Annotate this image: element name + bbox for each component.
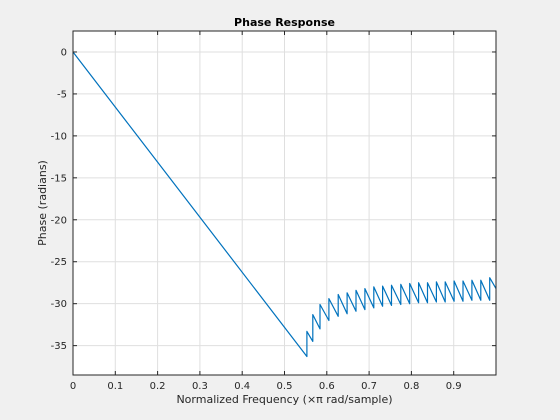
y-tick-label: -15 [51, 173, 67, 184]
y-tick-label: -20 [51, 215, 67, 226]
x-tick-label: 0.2 [150, 381, 166, 392]
x-tick-labels: 0 0.1 0.2 0.3 0.4 0.5 0.6 0.7 0.8 0.9 [70, 381, 462, 392]
y-tick-label: -25 [51, 257, 67, 268]
y-tick-label: -30 [51, 299, 67, 310]
y-tick-labels: 0 -5 -10 -15 -20 -25 -30 -35 [51, 47, 67, 352]
x-tick-label: 0.4 [234, 381, 250, 392]
y-tick-label: -35 [51, 341, 67, 352]
x-axis-label: Normalized Frequency (×π rad/sample) [176, 393, 392, 406]
y-axis-label: Phase (radians) [36, 160, 49, 246]
x-tick-label: 0.1 [107, 381, 123, 392]
chart-title: Phase Response [234, 16, 335, 29]
y-tick-label: 0 [61, 47, 67, 58]
tick-marks [72, 31, 496, 375]
x-tick-label: 0.6 [319, 381, 335, 392]
y-tick-label: -5 [57, 89, 67, 100]
x-tick-label: 0 [70, 381, 76, 392]
phase-series-line [72, 51, 497, 358]
x-tick-label: 0.3 [192, 381, 208, 392]
x-tick-label: 0.9 [446, 381, 462, 392]
x-tick-label: 0.8 [403, 381, 419, 392]
x-tick-label: 0.5 [277, 381, 293, 392]
grid-lines [72, 31, 496, 375]
x-tick-label: 0.7 [361, 381, 377, 392]
y-tick-label: -10 [51, 131, 67, 142]
data-lines [72, 51, 497, 358]
